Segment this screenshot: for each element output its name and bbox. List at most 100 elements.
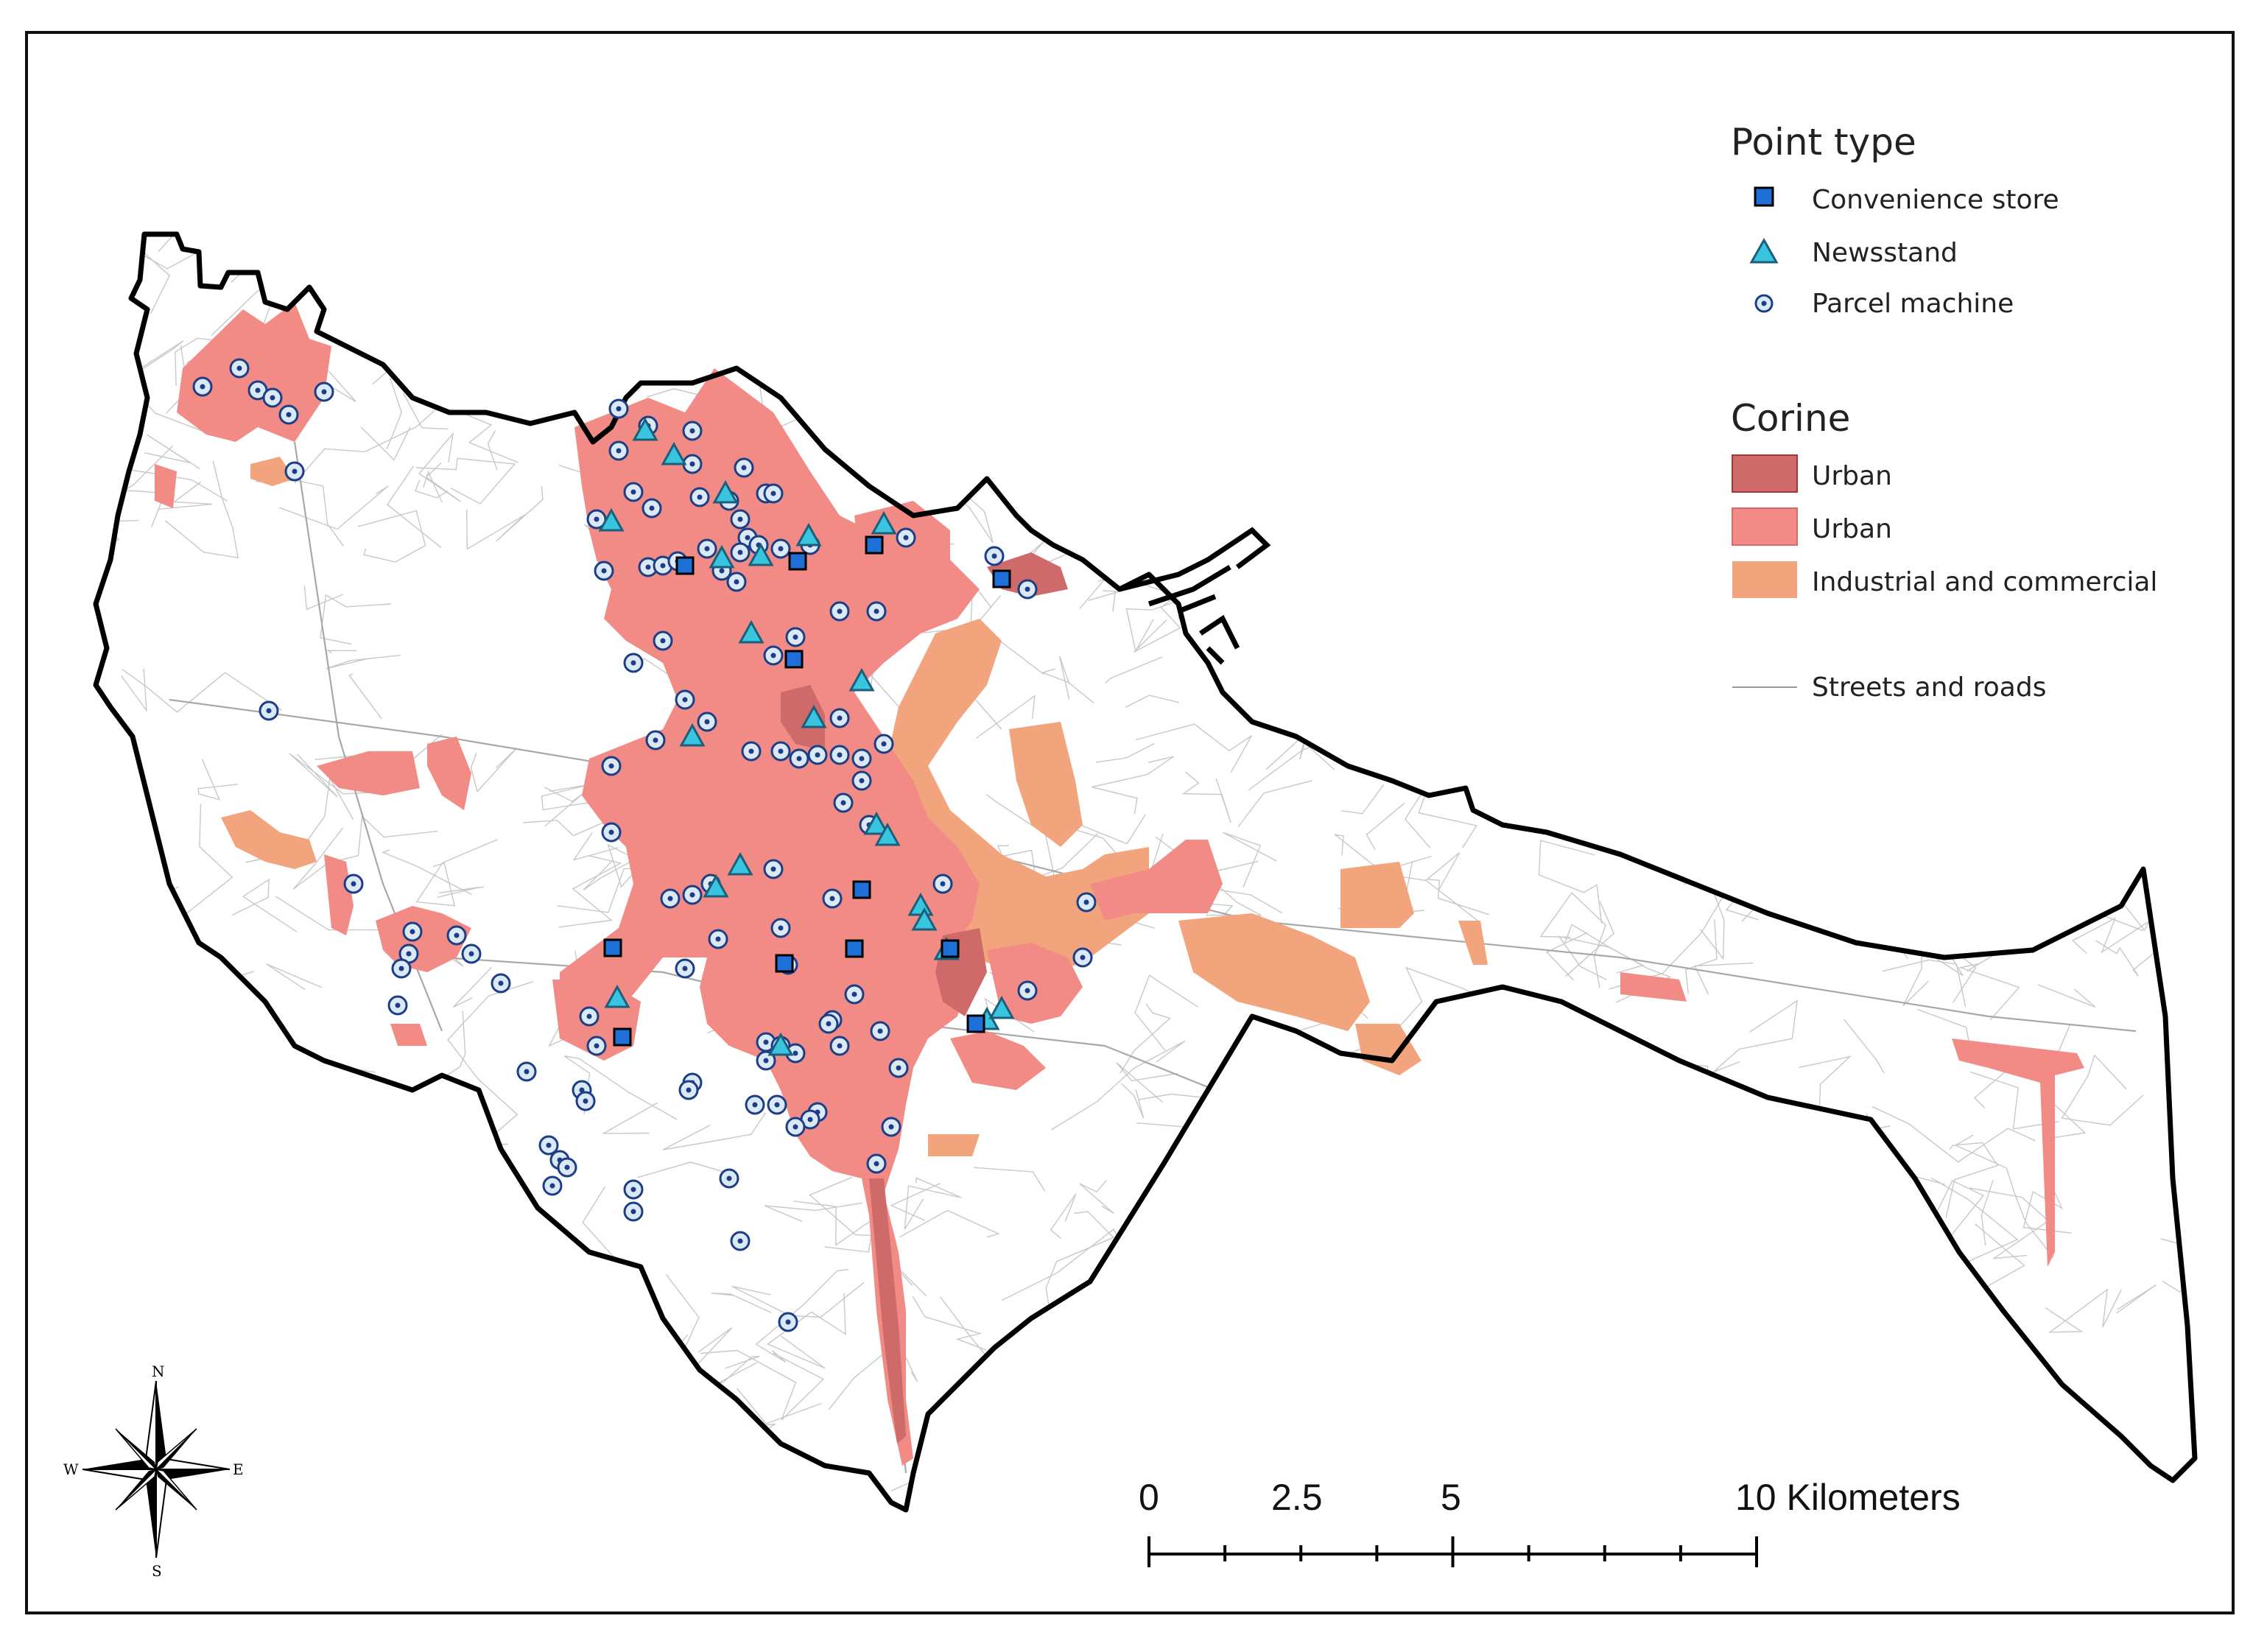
street-line [700, 1349, 825, 1421]
newsstand-point [848, 667, 875, 692]
street-line [336, 1160, 418, 1185]
urban-area-northwest [177, 302, 331, 442]
convenience-store-point [966, 1014, 985, 1033]
street-line [1368, 380, 1472, 416]
urban-area-southwest-2 [390, 1024, 427, 1046]
street-line [1002, 1456, 1082, 1473]
street-line [2136, 249, 2195, 292]
parcel-machine-point-dot [549, 1183, 555, 1189]
street-line [1444, 1059, 1472, 1096]
street-line [1096, 742, 1155, 763]
street-line [1800, 1147, 1844, 1189]
street-line [1586, 488, 1642, 522]
street-line [1079, 1180, 1114, 1214]
street-line [890, 1183, 941, 1221]
street-line [96, 1196, 127, 1231]
convenience-store-point [852, 880, 871, 899]
parcel-machine-point-dot [398, 966, 404, 971]
street-line [2154, 592, 2195, 653]
street-line [1315, 1454, 1380, 1467]
parcel-machine-point-dot [583, 1098, 588, 1104]
street-line [231, 1089, 352, 1232]
street-line [1507, 1173, 1583, 1225]
urban-area-west-3 [324, 854, 354, 935]
street-line [1297, 663, 1356, 747]
street-line [2115, 357, 2151, 397]
street-line [975, 695, 1036, 739]
newsstand-point [871, 510, 897, 535]
street-line [1232, 328, 1328, 355]
street-line [357, 510, 426, 563]
compass-s: S [152, 1562, 162, 1580]
street-line [1798, 1055, 1852, 1116]
parcel-machine-point-dot [859, 778, 865, 784]
street-line [593, 1447, 662, 1510]
street-line [792, 1201, 875, 1253]
parcel-machine-point-dot [649, 505, 655, 511]
street-line [415, 479, 449, 499]
street-line [2049, 329, 2183, 412]
street-line [2103, 638, 2165, 685]
parcel-machine-point-dot [792, 634, 798, 640]
parcel-machine-point-dot [874, 1161, 879, 1167]
parcel-machine-point-dot [752, 1102, 758, 1108]
street-line [1068, 411, 1178, 479]
street-line [293, 1173, 401, 1237]
street-line [326, 650, 357, 654]
parcel-machine-point-dot [200, 384, 205, 390]
street-line [1360, 289, 1433, 355]
street-line [1902, 945, 1929, 1007]
parcel-machine-point-dot [796, 756, 802, 762]
street-line [404, 1147, 500, 1212]
parcel-machine-point-dot [1080, 955, 1086, 960]
parcel-machine-point-dot [630, 1209, 636, 1215]
urban-area-south-oliwa [950, 1031, 1046, 1090]
compass-rose-icon: N S E W [63, 1363, 244, 1580]
street-line [287, 1354, 395, 1391]
street-line [1946, 909, 2055, 948]
street-line [1293, 572, 1327, 617]
newsstand-point [604, 984, 630, 1008]
street-line [1016, 435, 1120, 478]
street-line [1105, 656, 1163, 683]
street-line [1882, 959, 1967, 1008]
street-line [986, 794, 1055, 876]
street-line [1949, 1435, 2027, 1461]
street-line [1723, 1135, 1796, 1244]
street-line [1424, 234, 1484, 253]
street-line [448, 331, 541, 375]
street-line [1243, 590, 1287, 610]
street-line [1120, 1003, 1171, 1074]
parcel-machine-point-dot [645, 564, 651, 570]
street-line [984, 997, 1035, 1033]
street-line [1225, 1306, 1312, 1368]
street-line [2115, 887, 2168, 932]
street-line [480, 1394, 550, 1494]
street-line [1810, 1245, 1898, 1285]
convenience-store-point [775, 954, 794, 973]
street-line [1174, 387, 1211, 455]
street-line [261, 1109, 296, 1180]
street-line [1657, 1061, 1743, 1161]
parcel-machine-point-dot [406, 951, 412, 957]
legend-parcel-machine: Parcel machine [1812, 289, 2014, 319]
street-line [899, 1209, 1000, 1238]
street-line [1847, 618, 1886, 718]
street-line [108, 815, 144, 856]
street-line [1292, 1309, 1391, 1397]
street-line [1212, 372, 1229, 424]
street-line [1366, 802, 1405, 851]
urban-area-southeast [987, 943, 1083, 1024]
street-line [1058, 655, 1070, 700]
street-line [1451, 1284, 1549, 1376]
street-line [423, 470, 443, 503]
street-line [193, 1357, 298, 1458]
street-line [485, 1229, 563, 1260]
street-line [912, 1296, 987, 1351]
parcel-machine-point-dot [454, 932, 460, 938]
newsstand-legend-symbol [1749, 237, 1779, 264]
street-line [303, 1298, 392, 1336]
street-line [1993, 720, 2057, 783]
parcel-machine-point-dot [255, 387, 261, 393]
street-line [1121, 1083, 1145, 1119]
